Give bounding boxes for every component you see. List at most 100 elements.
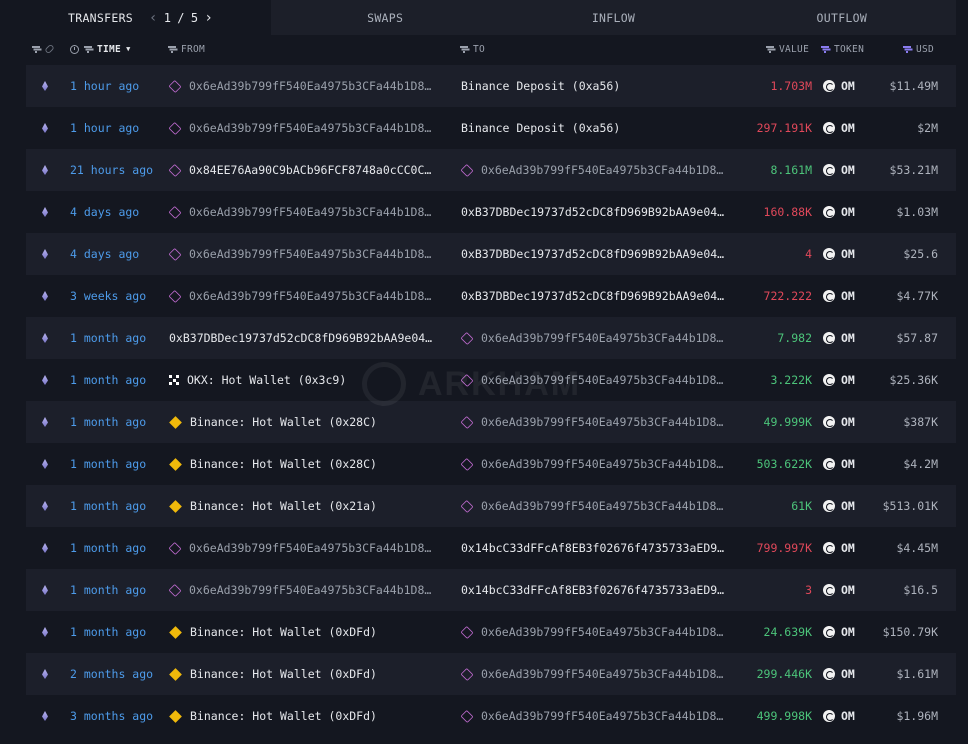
- from-address[interactable]: 0x6eAd39b799fF540Ea4975b3CFa44b1D8…: [189, 121, 432, 135]
- tab-inflow[interactable]: INFLOW: [499, 0, 728, 35]
- chevron-right-icon[interactable]: ›: [204, 9, 214, 26]
- to-address[interactable]: 0x6eAd39b799fF540Ea4975b3CFa44b1D8…: [481, 331, 724, 345]
- to-cell[interactable]: Binance Deposit (0xa56): [461, 107, 741, 149]
- to-address[interactable]: 0x6eAd39b799fF540Ea4975b3CFa44b1D8…: [481, 709, 724, 723]
- token-cell[interactable]: OM: [823, 191, 855, 233]
- from-cell[interactable]: 0x6eAd39b799fF540Ea4975b3CFa44b1D8…: [169, 191, 454, 233]
- to-cell[interactable]: 0x14bcC33dFFcAf8EB3f02676f4735733aED9…: [461, 569, 741, 611]
- filter-icon[interactable]: [821, 46, 829, 53]
- time-link[interactable]: 1 month ago: [70, 331, 147, 345]
- from-cell[interactable]: 0x6eAd39b799fF540Ea4975b3CFa44b1D8…: [169, 107, 454, 149]
- tab-outflow[interactable]: OUTFLOW: [727, 0, 956, 35]
- table-row[interactable]: 1 hour ago 0x6eAd39b799fF540Ea4975b3CFa44…: [26, 107, 956, 149]
- header-chain-filter[interactable]: [32, 35, 55, 63]
- table-row[interactable]: 21 hours ago 0x84EE76Aa90C9bACb96FCF8748a…: [26, 149, 956, 191]
- sort-desc-icon[interactable]: ▼: [126, 45, 131, 53]
- table-row[interactable]: 1 hour ago 0x6eAd39b799fF540Ea4975b3CFa44…: [26, 65, 956, 107]
- from-cell[interactable]: Binance: Hot Wallet (0xDFd): [169, 611, 454, 653]
- token-cell[interactable]: OM: [823, 401, 855, 443]
- filter-icon[interactable]: [168, 46, 176, 53]
- header-value[interactable]: VALUE: [766, 35, 809, 63]
- to-address[interactable]: 0x6eAd39b799fF540Ea4975b3CFa44b1D8…: [481, 499, 724, 513]
- from-address[interactable]: 0x6eAd39b799fF540Ea4975b3CFa44b1D8…: [189, 79, 432, 93]
- tab-transfers[interactable]: TRANSFERS ‹ 1 / 5 ›: [26, 0, 271, 35]
- from-address[interactable]: Binance: Hot Wallet (0x28C): [190, 415, 377, 429]
- link-icon[interactable]: [44, 43, 55, 55]
- to-cell[interactable]: 0x6eAd39b799fF540Ea4975b3CFa44b1D8…: [461, 317, 741, 359]
- from-cell[interactable]: Binance: Hot Wallet (0x21a): [169, 485, 454, 527]
- table-row[interactable]: 1 month ago OKX: Hot Wallet (0x3c9) 0x6eAd…: [26, 359, 956, 401]
- from-cell[interactable]: 0x6eAd39b799fF540Ea4975b3CFa44b1D8…: [169, 233, 454, 275]
- from-address[interactable]: Binance: Hot Wallet (0xDFd): [190, 709, 377, 723]
- from-cell[interactable]: Binance: Hot Wallet (0xDFd): [169, 653, 454, 695]
- from-cell[interactable]: Binance: Hot Wallet (0x28C): [169, 401, 454, 443]
- from-cell[interactable]: 0x84EE76Aa90C9bACb96FCF8748a0cCC0C…: [169, 149, 454, 191]
- time-link[interactable]: 1 hour ago: [70, 121, 140, 135]
- token-cell[interactable]: OM: [823, 527, 855, 569]
- to-cell[interactable]: 0x14bcC33dFFcAf8EB3f02676f4735733aED9…: [461, 527, 741, 569]
- time-link[interactable]: 1 month ago: [70, 583, 147, 597]
- table-row[interactable]: 4 days ago 0x6eAd39b799fF540Ea4975b3CFa44…: [26, 191, 956, 233]
- to-address[interactable]: 0x14bcC33dFFcAf8EB3f02676f4735733aED9…: [461, 583, 725, 597]
- filter-icon[interactable]: [84, 46, 92, 53]
- from-cell[interactable]: 0x6eAd39b799fF540Ea4975b3CFa44b1D8…: [169, 275, 454, 317]
- to-address[interactable]: 0x6eAd39b799fF540Ea4975b3CFa44b1D8…: [481, 457, 724, 471]
- table-row[interactable]: 1 month ago Binance: Hot Wallet (0x28C) 0x…: [26, 401, 956, 443]
- table-row[interactable]: 4 days ago 0x6eAd39b799fF540Ea4975b3CFa44…: [26, 233, 956, 275]
- token-cell[interactable]: OM: [823, 611, 855, 653]
- header-time[interactable]: TIME ▼: [70, 35, 131, 63]
- time-link[interactable]: 3 weeks ago: [70, 289, 147, 303]
- to-cell[interactable]: 0x6eAd39b799fF540Ea4975b3CFa44b1D8…: [461, 359, 741, 401]
- from-cell[interactable]: 0x6eAd39b799fF540Ea4975b3CFa44b1D8…: [169, 65, 454, 107]
- to-cell[interactable]: 0x6eAd39b799fF540Ea4975b3CFa44b1D8…: [461, 485, 741, 527]
- table-row[interactable]: 1 month ago 0xB37DBDec19737d52cDC8fD969B9…: [26, 317, 956, 359]
- token-cell[interactable]: OM: [823, 65, 855, 107]
- table-row[interactable]: 3 weeks ago 0x6eAd39b799fF540Ea4975b3CFa4…: [26, 275, 956, 317]
- time-link[interactable]: 2 months ago: [70, 667, 154, 681]
- filter-icon[interactable]: [766, 46, 774, 53]
- to-address[interactable]: 0xB37DBDec19737d52cDC8fD969B92bAA9e04…: [461, 247, 725, 261]
- header-from[interactable]: FROM: [168, 35, 205, 63]
- to-address[interactable]: 0xB37DBDec19737d52cDC8fD969B92bAA9e04…: [461, 289, 725, 303]
- to-cell[interactable]: 0x6eAd39b799fF540Ea4975b3CFa44b1D8…: [461, 401, 741, 443]
- time-link[interactable]: 1 hour ago: [70, 79, 140, 93]
- tab-swaps[interactable]: SWAPS: [271, 0, 500, 35]
- header-token[interactable]: TOKEN: [821, 35, 864, 63]
- time-link[interactable]: 1 month ago: [70, 499, 147, 513]
- time-link[interactable]: 1 month ago: [70, 625, 147, 639]
- from-cell[interactable]: 0xB37DBDec19737d52cDC8fD969B92bAA9e04…: [169, 317, 454, 359]
- token-cell[interactable]: OM: [823, 359, 855, 401]
- time-link[interactable]: 21 hours ago: [70, 163, 154, 177]
- table-row[interactable]: 1 month ago 0x6eAd39b799fF540Ea4975b3CFa4…: [26, 527, 956, 569]
- to-cell[interactable]: 0x6eAd39b799fF540Ea4975b3CFa44b1D8…: [461, 149, 741, 191]
- token-cell[interactable]: OM: [823, 569, 855, 611]
- time-link[interactable]: 4 days ago: [70, 205, 140, 219]
- from-cell[interactable]: Binance: Hot Wallet (0xDFd): [169, 695, 454, 737]
- time-link[interactable]: 1 month ago: [70, 457, 147, 471]
- from-address[interactable]: Binance: Hot Wallet (0xDFd): [190, 625, 377, 639]
- token-cell[interactable]: OM: [823, 485, 855, 527]
- header-to[interactable]: TO: [460, 35, 485, 63]
- to-address[interactable]: 0x6eAd39b799fF540Ea4975b3CFa44b1D8…: [481, 415, 724, 429]
- from-address[interactable]: 0x6eAd39b799fF540Ea4975b3CFa44b1D8…: [189, 583, 432, 597]
- from-cell[interactable]: 0x6eAd39b799fF540Ea4975b3CFa44b1D8…: [169, 527, 454, 569]
- chevron-left-icon[interactable]: ‹: [149, 9, 158, 26]
- filter-icon[interactable]: [903, 46, 911, 53]
- from-address[interactable]: Binance: Hot Wallet (0x28C): [190, 457, 377, 471]
- token-cell[interactable]: OM: [823, 695, 855, 737]
- from-address[interactable]: 0x6eAd39b799fF540Ea4975b3CFa44b1D8…: [189, 541, 432, 555]
- to-address[interactable]: 0x6eAd39b799fF540Ea4975b3CFa44b1D8…: [481, 163, 724, 177]
- filter-icon[interactable]: [460, 46, 468, 53]
- to-cell[interactable]: 0x6eAd39b799fF540Ea4975b3CFa44b1D8…: [461, 653, 741, 695]
- to-address[interactable]: 0xB37DBDec19737d52cDC8fD969B92bAA9e04…: [461, 205, 725, 219]
- from-address[interactable]: Binance: Hot Wallet (0x21a): [190, 499, 377, 513]
- table-row[interactable]: 1 month ago Binance: Hot Wallet (0xDFd) 0x…: [26, 611, 956, 653]
- to-cell[interactable]: 0x6eAd39b799fF540Ea4975b3CFa44b1D8…: [461, 443, 741, 485]
- from-address[interactable]: Binance: Hot Wallet (0xDFd): [190, 667, 377, 681]
- to-cell[interactable]: Binance Deposit (0xa56): [461, 65, 741, 107]
- to-cell[interactable]: 0xB37DBDec19737d52cDC8fD969B92bAA9e04…: [461, 191, 741, 233]
- from-address[interactable]: 0x6eAd39b799fF540Ea4975b3CFa44b1D8…: [189, 205, 432, 219]
- token-cell[interactable]: OM: [823, 317, 855, 359]
- to-address[interactable]: 0x14bcC33dFFcAf8EB3f02676f4735733aED9…: [461, 541, 725, 555]
- from-cell[interactable]: Binance: Hot Wallet (0x28C): [169, 443, 454, 485]
